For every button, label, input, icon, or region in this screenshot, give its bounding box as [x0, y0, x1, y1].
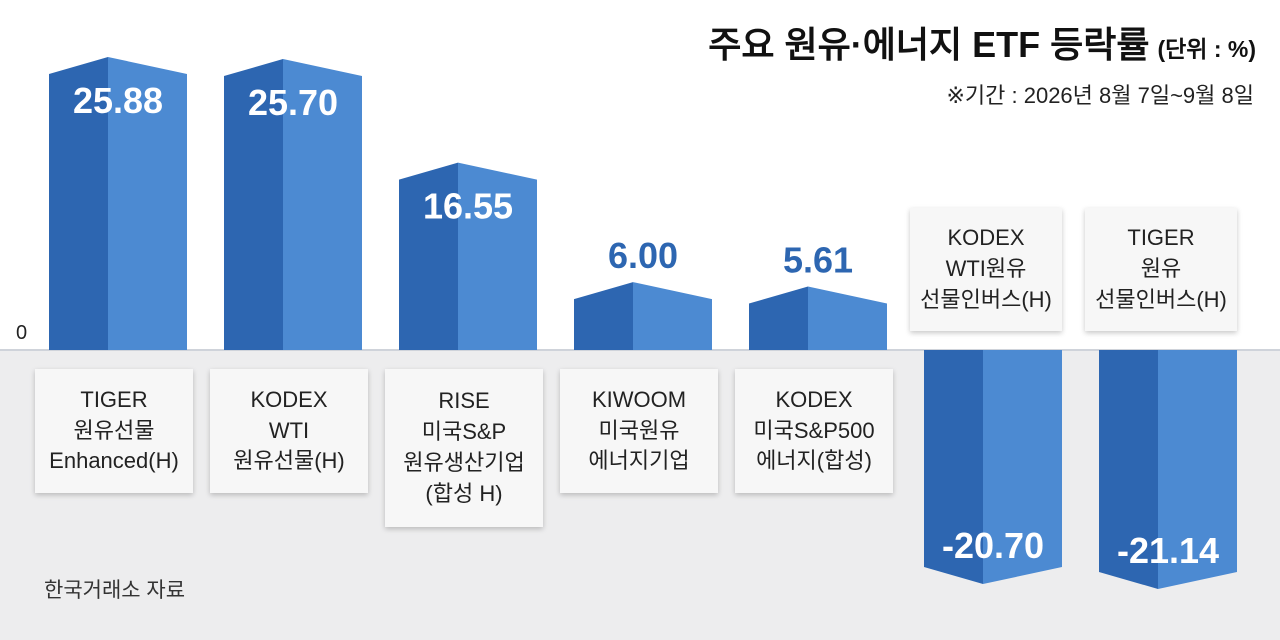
bar-7: -21.14	[1099, 350, 1237, 589]
bar-face-right	[633, 282, 712, 350]
bar-face-left	[49, 57, 108, 350]
bar-2: 25.70	[224, 59, 362, 350]
category-text: TIGER 원유 선물인버스(H)	[1095, 225, 1227, 312]
value-label: 16.55	[423, 186, 513, 227]
bar-1: 25.88	[49, 57, 187, 350]
category-text: TIGER 원유선물 Enhanced(H)	[49, 386, 179, 474]
category-text: KODEX 미국S&P500 에너지(합성)	[753, 386, 875, 474]
category-label-7: TIGER 원유 선물인버스(H)	[1085, 208, 1237, 331]
category-text: KODEX WTI 원유선물(H)	[233, 386, 345, 474]
category-label-6: KODEX WTI원유 선물인버스(H)	[910, 208, 1062, 331]
period-note: ※기간 : 2026년 8월 7일~9월 8일	[946, 83, 1254, 108]
bar-6: -20.70	[924, 350, 1062, 585]
category-label-4: KIWOOM 미국원유 에너지기업	[560, 369, 718, 493]
bar-face-left	[224, 59, 283, 350]
chart-title: 주요 원유·에너지 ETF 등락률 (단위 : %)	[708, 16, 1256, 68]
bar-face-left	[749, 286, 808, 350]
bar-face-right	[283, 59, 362, 350]
category-label-1: TIGER 원유선물 Enhanced(H)	[35, 369, 193, 493]
category-label-5: KODEX 미국S&P500 에너지(합성)	[735, 369, 893, 493]
value-label: 25.70	[248, 82, 338, 123]
category-label-3: RISE 미국S&P 원유생산기업 (합성 H)	[385, 369, 543, 527]
bar-face-right	[108, 57, 187, 350]
bar-face-right	[808, 286, 887, 350]
bar-face-right	[458, 162, 537, 350]
unit-label: (단위 : %)	[1157, 36, 1256, 62]
value-label: 5.61	[783, 239, 853, 280]
category-label-2: KODEX WTI 원유선물(H)	[210, 369, 368, 493]
zero-axis-label: 0	[16, 322, 28, 344]
bar-face-left	[924, 350, 983, 585]
bar-face-left	[574, 282, 633, 350]
bar-face-right	[983, 350, 1062, 585]
category-text: KIWOOM 미국원유 에너지기업	[588, 386, 690, 474]
bar-face-left	[399, 162, 458, 350]
value-label: 25.88	[73, 80, 163, 121]
value-label: 6.00	[608, 235, 678, 276]
category-text: KODEX WTI원유 선물인버스(H)	[920, 225, 1052, 312]
bar-face-right	[1158, 350, 1237, 589]
value-label: -21.14	[1117, 530, 1219, 571]
category-text: RISE 미국S&P 원유생산기업 (합성 H)	[403, 388, 525, 506]
source-note: 한국거래소 자료	[44, 579, 186, 602]
bar-5: 5.61	[749, 239, 887, 350]
bar-face-left	[1099, 350, 1158, 589]
value-label: -20.70	[942, 525, 1044, 566]
bar-3: 16.55	[399, 162, 537, 350]
bar-4: 6.00	[574, 235, 712, 350]
chart-title-text: 주요 원유·에너지 ETF 등락률	[708, 24, 1150, 65]
